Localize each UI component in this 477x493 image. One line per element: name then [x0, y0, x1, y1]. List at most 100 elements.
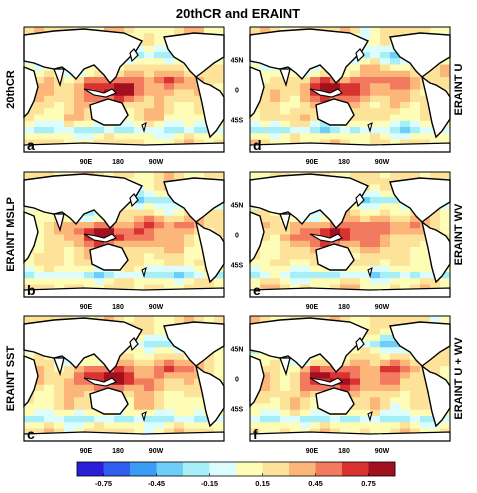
heatmap-cell: [44, 253, 55, 260]
heatmap-cell: [400, 284, 411, 292]
heatmap-cell: [154, 403, 165, 411]
heatmap-cell: [350, 172, 361, 179]
heatmap-cell: [164, 64, 175, 72]
heatmap-cell: [124, 284, 135, 292]
map-panel-c: c 90E 180 90W 45N 0 45S ERAINT SST: [5, 315, 244, 455]
heatmap-cell: [400, 234, 411, 242]
heatmap-cell: [420, 139, 431, 147]
heatmap-cell: [44, 359, 55, 367]
heatmap-cell: [194, 247, 205, 254]
heatmap-cell: [300, 378, 311, 386]
heatmap-cell: [164, 378, 175, 386]
heatmap-cell: [204, 316, 215, 323]
heatmap-cell: [144, 114, 155, 122]
heatmap-cell: [350, 403, 361, 411]
heatmap-cell: [440, 172, 451, 179]
heatmap-cell: [400, 409, 411, 417]
y-tick-label: 45N: [231, 58, 244, 65]
heatmap-cell: [174, 397, 185, 404]
heatmap-cell: [124, 240, 135, 248]
heatmap-cell: [74, 133, 85, 140]
heatmap-cell: [390, 234, 401, 242]
heatmap-cell: [250, 64, 261, 72]
heatmap-cell: [84, 95, 95, 103]
heatmap-cell: [44, 27, 55, 34]
heatmap-cell: [250, 209, 261, 217]
heatmap-cell: [300, 133, 311, 140]
heatmap-cell: [84, 416, 95, 423]
heatmap-cell: [124, 77, 135, 84]
heatmap-cell: [34, 215, 45, 223]
heatmap-cell: [154, 372, 165, 379]
heatmap-cell: [250, 428, 261, 436]
heatmap-cell: [44, 127, 55, 134]
colorbar-swatch: [183, 462, 210, 476]
heatmap-cell: [144, 228, 155, 235]
heatmap-cell: [270, 247, 281, 254]
heatmap-cell: [174, 139, 185, 147]
heatmap-cell: [44, 70, 55, 78]
heatmap-cell: [144, 83, 155, 90]
heatmap-cell: [84, 108, 95, 115]
heatmap-cell: [64, 70, 75, 78]
heatmap-cell: [370, 372, 381, 379]
heatmap-cell: [280, 284, 291, 292]
heatmap-cell: [400, 259, 411, 267]
heatmap-cell: [54, 139, 65, 147]
heatmap-cell: [34, 127, 45, 134]
heatmap-cell: [174, 253, 185, 260]
heatmap-cell: [320, 215, 331, 223]
heatmap-cell: [174, 384, 185, 392]
heatmap-cell: [64, 120, 75, 128]
panel-letter: f: [253, 426, 258, 442]
heatmap-cell: [300, 120, 311, 128]
heatmap-cell: [360, 222, 371, 229]
heatmap-cell: [400, 133, 411, 140]
heatmap-cell: [410, 70, 421, 78]
heatmap-cell: [54, 89, 65, 97]
heatmap-cell: [410, 422, 421, 429]
heatmap-cell: [84, 278, 95, 285]
heatmap-cell: [24, 64, 35, 72]
heatmap-cell: [250, 27, 261, 34]
heatmap-cell: [360, 70, 371, 78]
heatmap-cell: [260, 133, 271, 140]
heatmap-cell: [370, 397, 381, 404]
heatmap-cell: [64, 378, 75, 386]
heatmap-cell: [174, 114, 185, 122]
heatmap-cell: [214, 64, 225, 72]
heatmap-cell: [134, 27, 145, 34]
heatmap-cell: [360, 366, 371, 373]
heatmap-cell: [260, 234, 271, 242]
heatmap-cell: [124, 120, 135, 128]
heatmap-cell: [84, 228, 95, 235]
map-panel-f: f 90E 180 90W ERAINT U + WV: [249, 315, 465, 455]
heatmap-cell: [360, 253, 371, 260]
colorbar-swatch: [156, 462, 184, 476]
heatmap-cell: [184, 247, 195, 254]
heatmap-cell: [154, 316, 165, 323]
heatmap-cell: [114, 172, 125, 179]
heatmap-cell: [270, 89, 281, 97]
x-tick-label: 90E: [80, 304, 93, 311]
heatmap-cell: [144, 33, 155, 40]
heatmap-cell: [420, 172, 431, 179]
heatmap-cell: [84, 234, 95, 242]
heatmap-cell: [310, 366, 321, 373]
heatmap-cell: [290, 359, 301, 367]
heatmap-cell: [174, 391, 185, 398]
heatmap-cell: [400, 272, 411, 279]
heatmap-cell: [380, 253, 391, 260]
panel-frame: [23, 171, 225, 298]
heatmap-cell: [280, 378, 291, 386]
heatmap-cell: [44, 215, 55, 223]
heatmap-cell: [300, 409, 311, 417]
heatmap-cell: [44, 240, 55, 248]
heatmap-cell: [390, 403, 401, 411]
heatmap-cell: [410, 247, 421, 254]
heatmap-cell: [194, 416, 205, 423]
heatmap-cell: [44, 95, 55, 103]
heatmap-cell: [64, 228, 75, 235]
heatmap-cell: [134, 228, 145, 235]
heatmap-cell: [84, 102, 95, 109]
